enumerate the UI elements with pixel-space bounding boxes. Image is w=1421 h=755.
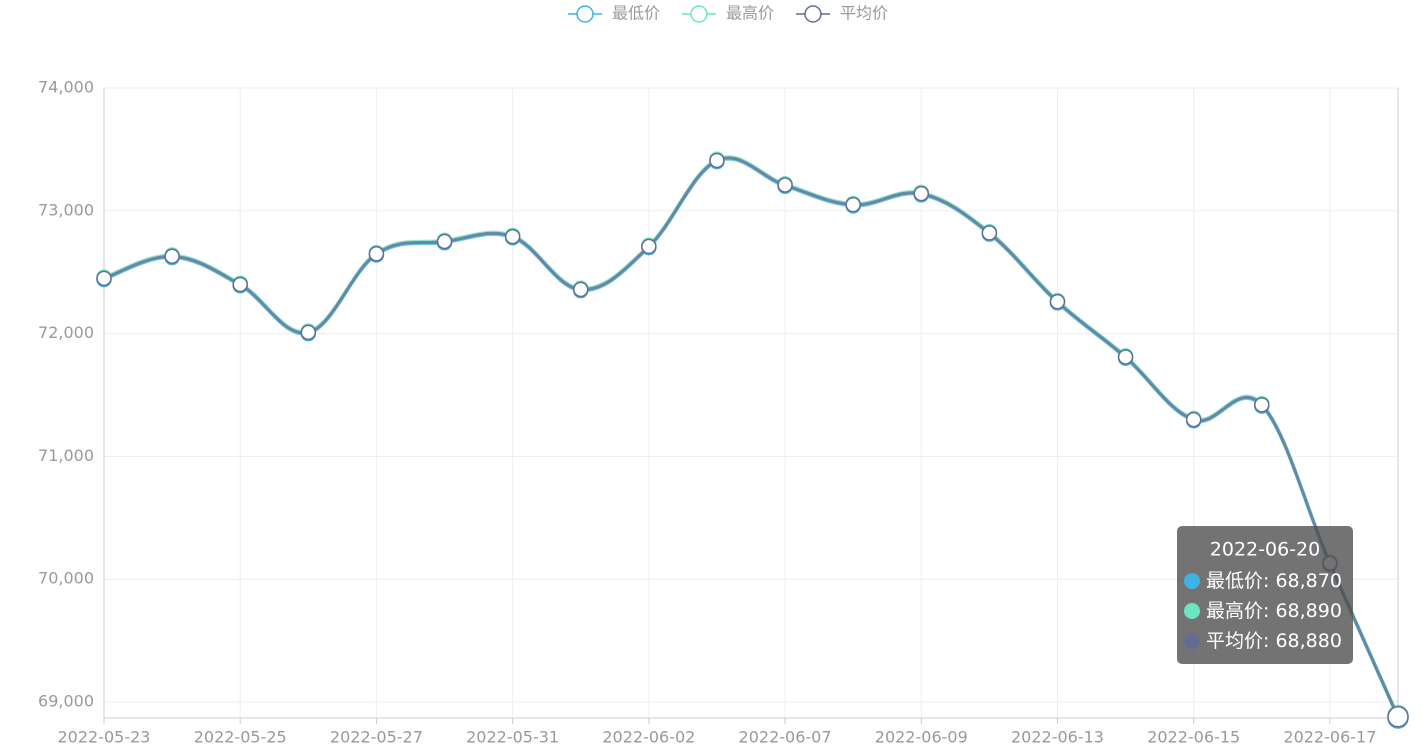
data-point bbox=[368, 246, 385, 262]
data-point bbox=[709, 152, 725, 169]
legend-label: 最高价 bbox=[726, 4, 774, 23]
x-tick-label: 2022-06-15 bbox=[1147, 728, 1240, 747]
x-tick-label: 2022-06-09 bbox=[875, 728, 968, 747]
tooltip-entry: 最高价: 68,890 bbox=[1206, 600, 1342, 622]
data-point bbox=[981, 225, 998, 241]
x-tick-label: 2022-06-02 bbox=[602, 728, 695, 747]
tooltip: 2022-06-20 最低价: 68,870 最高价: 68,890 平均价: 68,… bbox=[1177, 526, 1353, 664]
legend-item: 平均价 bbox=[796, 4, 888, 23]
x-tick-label: 2022-05-27 bbox=[330, 728, 423, 747]
tooltip-value: 68,880 bbox=[1275, 630, 1341, 652]
tooltip-entry: 最低价: 68,870 bbox=[1206, 570, 1342, 592]
tooltip-title: 2022-06-20 bbox=[1210, 539, 1320, 561]
x-tick-label: 2022-05-31 bbox=[466, 728, 559, 747]
y-tick-label: 71,000 bbox=[38, 446, 94, 465]
tooltip-entry: 平均价: 68,880 bbox=[1206, 630, 1342, 652]
x-tick-label: 2022-06-17 bbox=[1283, 728, 1376, 747]
y-tick-label: 73,000 bbox=[38, 200, 94, 219]
legend-marker bbox=[804, 5, 822, 23]
data-point bbox=[1254, 397, 1270, 413]
legend-label: 最低价 bbox=[612, 4, 660, 23]
tooltip-sep: : bbox=[1263, 630, 1275, 652]
y-tick-label: 70,000 bbox=[38, 569, 94, 588]
data-point bbox=[913, 185, 930, 202]
data-point bbox=[1117, 349, 1134, 365]
tooltip-dot bbox=[1184, 633, 1200, 649]
data-point bbox=[572, 281, 589, 298]
x-tick-label: 2022-05-25 bbox=[194, 728, 287, 747]
tooltip-value: 68,870 bbox=[1275, 570, 1341, 592]
tooltip-dot bbox=[1184, 573, 1200, 589]
data-point bbox=[641, 238, 657, 255]
y-tick-label: 72,000 bbox=[38, 323, 94, 342]
data-point bbox=[1185, 411, 1202, 428]
x-tick-label: 2022-06-13 bbox=[1011, 728, 1104, 747]
data-point bbox=[1049, 293, 1066, 310]
y-tick-label: 74,000 bbox=[38, 78, 94, 97]
legend-item: 最高价 bbox=[682, 4, 774, 23]
tooltip-value: 68,890 bbox=[1275, 600, 1341, 622]
legend-marker bbox=[690, 5, 708, 23]
legend-marker bbox=[576, 5, 594, 23]
data-point bbox=[164, 248, 180, 264]
data-point bbox=[300, 324, 317, 341]
tooltip-box bbox=[1177, 526, 1353, 664]
data-point bbox=[1387, 706, 1409, 728]
data-point bbox=[96, 270, 112, 287]
data-point bbox=[777, 177, 793, 193]
tooltip-series: 最低价 bbox=[1206, 570, 1263, 592]
tooltip-dot bbox=[1184, 603, 1200, 619]
tooltip-sep: : bbox=[1263, 600, 1275, 622]
data-point bbox=[436, 233, 453, 250]
data-point bbox=[232, 276, 248, 293]
legend-label: 平均价 bbox=[840, 4, 888, 23]
tooltip-sep: : bbox=[1263, 570, 1275, 592]
legend-item: 最低价 bbox=[568, 4, 660, 23]
tooltip-series: 最高价 bbox=[1206, 600, 1263, 622]
x-tick-label: 2022-06-07 bbox=[739, 728, 832, 747]
tooltip-series: 平均价 bbox=[1206, 630, 1263, 652]
data-point bbox=[845, 196, 861, 213]
y-tick-label: 69,000 bbox=[38, 692, 94, 711]
series-line bbox=[103, 156, 1400, 718]
data-point bbox=[504, 228, 521, 245]
x-tick-label: 2022-05-23 bbox=[58, 728, 151, 747]
